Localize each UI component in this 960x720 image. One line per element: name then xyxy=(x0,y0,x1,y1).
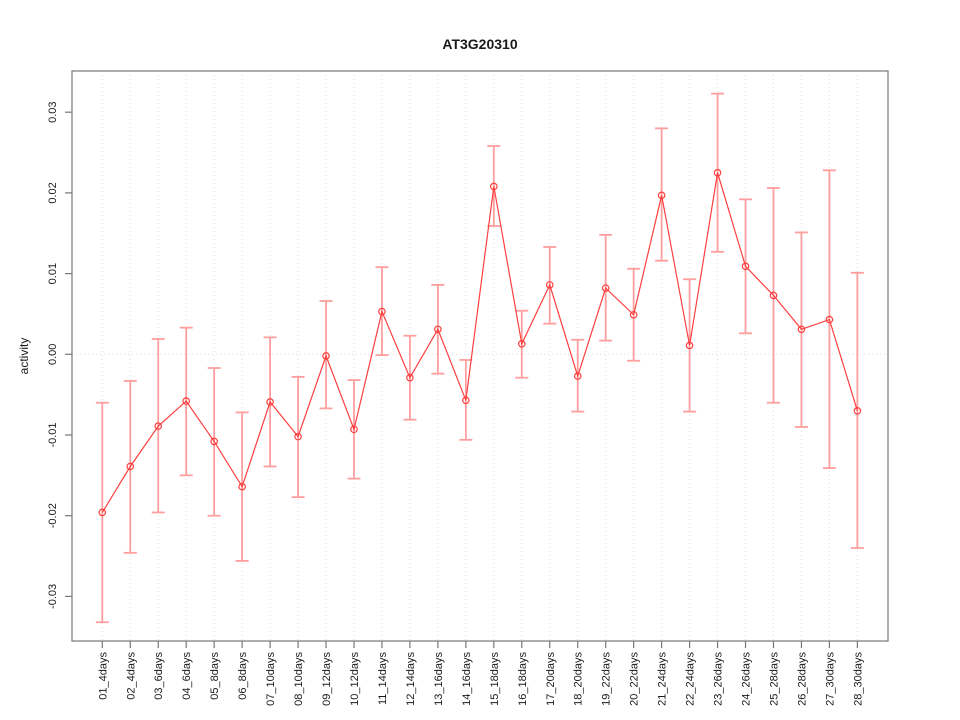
y-tick-label: 0.01 xyxy=(47,263,59,284)
x-tick-label: 18_20days xyxy=(573,652,585,706)
x-tick-label: 01_4days xyxy=(97,652,109,700)
x-tick-label: 12_14days xyxy=(405,652,417,706)
data-point xyxy=(434,325,442,334)
series-polyline xyxy=(101,172,858,513)
data-point xyxy=(825,315,834,324)
data-point xyxy=(685,341,694,350)
x-axis-ticks xyxy=(101,641,858,648)
data-point xyxy=(322,352,330,360)
x-axis-tick-labels: 01_4days 02_4days 03_6days 04_6days 05_8days… xyxy=(97,652,864,706)
x-tick-label: 22_24days xyxy=(685,652,697,706)
chart-title: AT3G20310 xyxy=(442,36,517,52)
x-tick-label: 24_26days xyxy=(741,652,753,706)
x-tick-label: 05_8days xyxy=(209,652,221,700)
data-point xyxy=(657,191,666,200)
data-point xyxy=(98,508,107,517)
x-tick-label: 03_6days xyxy=(153,652,165,700)
data-point xyxy=(853,406,862,415)
x-tick-label: 15_18days xyxy=(489,652,501,706)
data-point xyxy=(406,373,414,382)
data-point xyxy=(573,372,582,380)
data-point xyxy=(741,262,750,271)
x-tick-label: 25_28days xyxy=(768,652,780,706)
data-point xyxy=(713,168,722,177)
data-point xyxy=(238,482,246,491)
y-axis-tick-labels: -0.03 -0.02 -0.01 0.00 0.01 0.02 0.03 xyxy=(47,101,59,608)
x-tick-label: 13_16days xyxy=(433,652,445,706)
data-point xyxy=(294,432,302,441)
data-point xyxy=(490,182,498,191)
series-line xyxy=(101,172,858,513)
data-point xyxy=(266,398,274,406)
gridlines xyxy=(101,71,858,641)
data-point xyxy=(629,310,638,319)
y-axis-label: activity xyxy=(17,338,31,375)
data-point xyxy=(154,422,163,430)
data-point-markers xyxy=(98,168,862,517)
plot-border xyxy=(71,70,889,642)
x-tick-label: 06_8days xyxy=(237,652,249,700)
y-tick-label: -0.01 xyxy=(47,422,59,447)
x-tick-label: 07_10days xyxy=(265,652,277,706)
data-point xyxy=(517,340,526,348)
x-tick-label: 11_14days xyxy=(377,652,389,706)
x-tick-label: 21_24days xyxy=(657,652,669,706)
x-tick-label: 26_28days xyxy=(796,652,808,706)
x-tick-label: 04_6days xyxy=(181,652,193,700)
data-point xyxy=(378,307,386,316)
x-tick-label: 23_26days xyxy=(713,652,725,706)
x-tick-label: 16_18days xyxy=(517,652,529,706)
x-tick-label: 14_16days xyxy=(461,652,473,706)
y-tick-label: 0.03 xyxy=(47,101,59,122)
data-point xyxy=(545,281,554,289)
data-point xyxy=(350,425,358,434)
x-tick-label: 27_30days xyxy=(824,652,836,706)
x-tick-label: 10_12days xyxy=(349,652,361,706)
data-point xyxy=(210,437,218,446)
x-tick-label: 09_12days xyxy=(321,652,333,706)
y-axis-ticks xyxy=(65,111,72,598)
data-point xyxy=(769,291,778,300)
x-tick-label: 20_22days xyxy=(629,652,641,706)
y-tick-label: 0.00 xyxy=(47,344,59,365)
data-point xyxy=(182,397,190,405)
error-bars xyxy=(95,92,864,624)
x-tick-label: 28_30days xyxy=(852,652,864,706)
x-tick-label: 17_20days xyxy=(545,652,557,706)
data-point xyxy=(797,325,806,334)
data-point xyxy=(462,396,470,405)
x-tick-label: 08_10days xyxy=(293,652,305,706)
data-point xyxy=(601,284,610,292)
y-tick-label: 0.02 xyxy=(47,182,59,203)
y-tick-label: -0.03 xyxy=(47,584,59,609)
y-tick-label: -0.02 xyxy=(47,503,59,528)
x-tick-label: 19_22days xyxy=(601,652,613,706)
x-tick-label: 02_4days xyxy=(125,652,137,700)
data-point xyxy=(126,462,135,471)
